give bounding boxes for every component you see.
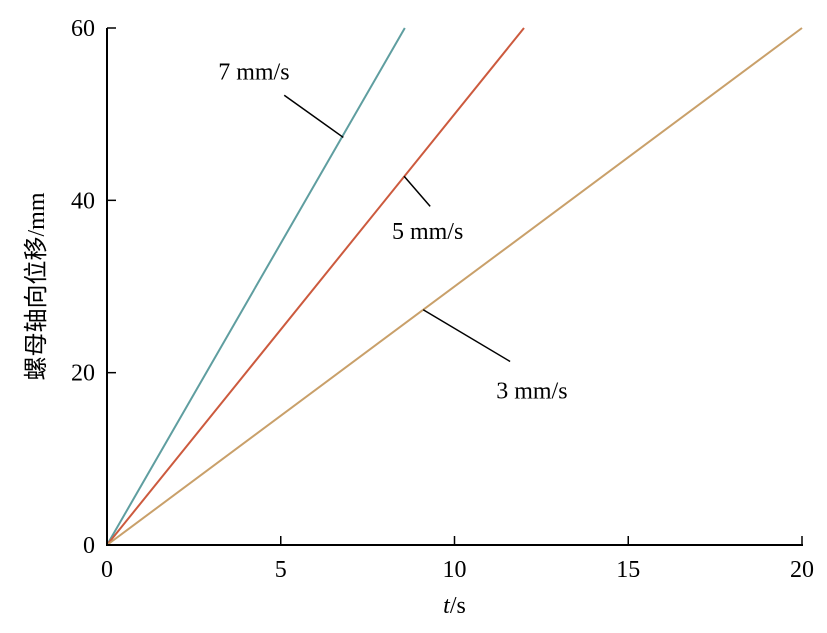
x-axis-title-unit: /s bbox=[450, 593, 466, 619]
x-tick-label: 5 bbox=[275, 557, 287, 583]
x-axis-title: t/s bbox=[443, 593, 466, 619]
x-tick-label: 15 bbox=[616, 557, 640, 583]
y-axis-title: 螺母轴向位移/mm bbox=[23, 192, 50, 380]
x-tick-label: 10 bbox=[443, 557, 467, 583]
y-tick-label: 0 bbox=[83, 533, 95, 559]
series-label-2: 5 mm/s bbox=[392, 219, 463, 245]
annotation-leaders bbox=[283, 94, 511, 363]
y-tick-label: 60 bbox=[71, 16, 95, 42]
series-label-3: 3 mm/s bbox=[496, 379, 567, 405]
axis-ticks: 0 5 10 15 20 0 20 40 60 bbox=[71, 16, 814, 583]
y-tick-label: 20 bbox=[71, 361, 95, 387]
x-tick-label: 0 bbox=[101, 557, 113, 583]
series-line-1 bbox=[106, 27, 406, 546]
series-line-3 bbox=[106, 27, 803, 546]
annotation-labels: 7 mm/s 5 mm/s 3 mm/s bbox=[218, 60, 567, 405]
series-leader-line-1 bbox=[283, 94, 344, 139]
series-label-1: 7 mm/s bbox=[218, 60, 289, 86]
series-leader-line-3 bbox=[422, 309, 511, 363]
series-line-2 bbox=[106, 27, 525, 546]
series-leader-line-2 bbox=[403, 175, 431, 207]
y-tick-label: 40 bbox=[71, 188, 95, 214]
x-axis-title-italic: t bbox=[443, 593, 451, 619]
series-lines bbox=[106, 27, 803, 546]
x-tick-label: 20 bbox=[790, 557, 814, 583]
